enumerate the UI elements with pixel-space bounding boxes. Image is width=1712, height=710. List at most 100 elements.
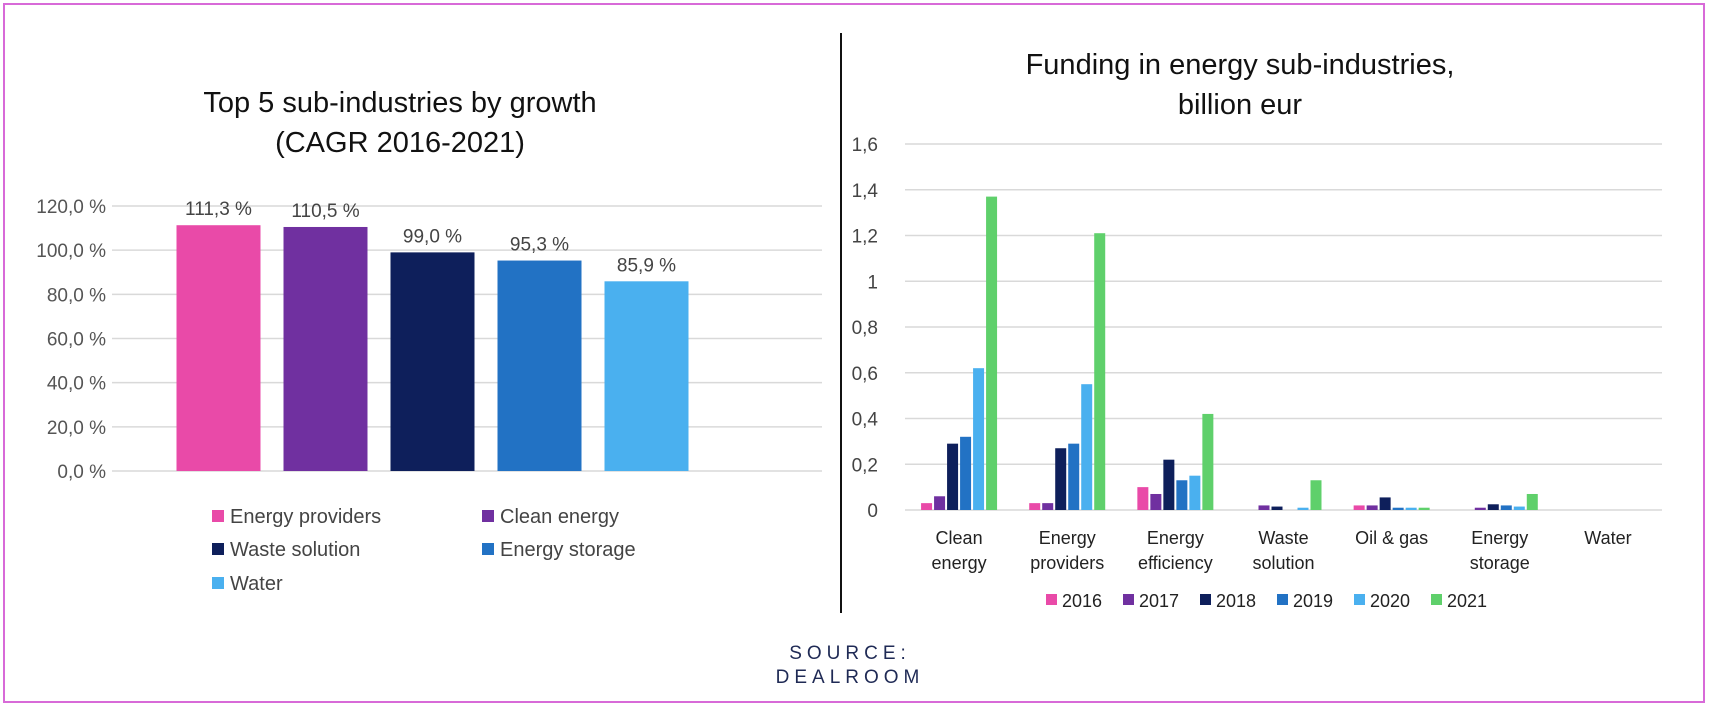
data-label: 95,3 % — [510, 235, 569, 256]
legend-swatch — [1354, 594, 1365, 605]
legend-swatch — [1277, 594, 1288, 605]
left-chart-title-line2: (CAGR 2016-2021) — [275, 127, 525, 159]
figure-frame — [3, 3, 1705, 703]
y-tick-label: 20,0 % — [47, 418, 106, 439]
legend-swatch — [1200, 594, 1211, 605]
bar-2016 — [1353, 505, 1365, 510]
legend-swatch — [212, 510, 224, 522]
bar-2018 — [1487, 504, 1499, 510]
bar-2020 — [1513, 506, 1525, 510]
bar-2018 — [1379, 497, 1391, 510]
bar-2016 — [1137, 487, 1149, 510]
right-chart-title-line2: billion eur — [1177, 89, 1303, 121]
legend-label: Energy storage — [500, 539, 636, 561]
bar-2021 — [1094, 233, 1106, 510]
y-tick-label: 1,4 — [852, 181, 879, 202]
y-tick-label: 100,0 % — [36, 241, 106, 262]
legend-label: Energy providers — [230, 506, 381, 528]
left-chart-title: Top 5 sub-industries by growth (CAGR 201… — [120, 83, 680, 163]
bar-energy-providers — [176, 225, 261, 471]
x-tick-label: solution — [1252, 553, 1314, 573]
y-tick-label: 1 — [867, 272, 878, 293]
legend-swatch — [212, 577, 224, 589]
data-label: 110,5 % — [291, 201, 359, 222]
data-label: 111,3 % — [185, 199, 252, 220]
bar-2020 — [1189, 475, 1201, 510]
x-tick-label: Energy — [1471, 528, 1528, 548]
y-tick-label: 0 — [867, 501, 878, 522]
bar-2019 — [1392, 507, 1404, 510]
bar-2018 — [1271, 506, 1283, 510]
x-tick-label: Oil & gas — [1355, 528, 1428, 548]
bar-2016 — [921, 503, 933, 510]
bar-2017 — [1150, 493, 1162, 510]
bar-2017 — [1474, 507, 1486, 510]
legend-label: 2017 — [1139, 591, 1179, 611]
legend-label: 2016 — [1062, 591, 1102, 611]
data-label: 85,9 % — [617, 255, 676, 276]
legend-label: 2019 — [1293, 591, 1333, 611]
x-tick-label: storage — [1470, 553, 1530, 573]
bar-2020 — [1081, 384, 1093, 510]
cagr-bar-chart: 0,0 % 20,0 % 40,0 % 60,0 % 80,0 % 100,0 % 120,… — [36, 197, 822, 595]
legend-swatch — [212, 543, 224, 555]
bar-2019 — [1068, 443, 1080, 510]
y-tick-label: 0,6 — [852, 364, 878, 385]
data-label: 99,0 % — [403, 226, 462, 247]
bar-clean-energy — [283, 226, 368, 471]
y-tick-label: 60,0 % — [47, 330, 106, 351]
y-tick-label: 0,4 — [852, 410, 879, 431]
bar-2020 — [973, 368, 985, 510]
legend-swatch — [1046, 594, 1057, 605]
bar-2020 — [1297, 507, 1309, 510]
y-tick-label: 120,0 % — [36, 197, 106, 218]
bar-2019 — [1500, 505, 1512, 510]
bar-2018 — [1055, 448, 1067, 510]
bar-2017 — [1258, 505, 1270, 510]
legend-label: Water — [230, 573, 283, 595]
right-chart-title: Funding in energy sub-industries, billio… — [980, 45, 1500, 125]
x-tick-label: Energy — [1147, 528, 1204, 548]
y-tick-label: 40,0 % — [47, 374, 106, 395]
legend-swatch — [482, 543, 494, 555]
bar-2019 — [1176, 480, 1188, 510]
bar-2020 — [1405, 507, 1417, 510]
y-tick-label: 1,6 — [852, 135, 878, 156]
funding-bar-chart: 0 0,2 0,4 0,6 0,8 1 1,2 1,4 1,6 Clean energy Energy… — [852, 135, 1662, 611]
y-tick-label: 1,2 — [852, 227, 878, 248]
x-tick-label: Clean — [936, 528, 983, 548]
bar-2018 — [947, 443, 959, 510]
bar-2016 — [1029, 503, 1041, 510]
x-tick-label: efficiency — [1138, 553, 1213, 573]
x-tick-label: energy — [932, 553, 987, 573]
bar-waste-solution — [390, 252, 475, 471]
x-tick-label: Waste — [1258, 528, 1308, 548]
bar-2021 — [1202, 413, 1214, 510]
legend-label: Clean energy — [500, 506, 619, 528]
bar-water — [604, 281, 689, 471]
bar-2021 — [986, 196, 998, 511]
bar-2019 — [960, 436, 972, 510]
x-tick-label: Energy — [1039, 528, 1096, 548]
source-label: SOURCE: — [789, 643, 911, 664]
legend-label: 2018 — [1216, 591, 1256, 611]
legend-swatch — [1431, 594, 1442, 605]
bar-2017 — [1042, 503, 1054, 510]
left-chart-title-line1: Top 5 sub-industries by growth — [203, 87, 597, 119]
y-tick-label: 0,8 — [852, 318, 878, 339]
legend-swatch — [1123, 594, 1134, 605]
y-tick-label: 0,2 — [852, 455, 878, 476]
panel-divider — [840, 33, 842, 613]
y-tick-label: 0,0 % — [57, 462, 106, 483]
bar-2017 — [1366, 505, 1378, 510]
legend-label: 2021 — [1447, 591, 1487, 611]
source-name: DEALROOM — [775, 667, 925, 688]
source-note: SOURCE: DEALROOM — [700, 642, 1000, 690]
legend-label: Waste solution — [230, 539, 360, 561]
bar-2021 — [1418, 507, 1430, 510]
bar-2021 — [1526, 493, 1538, 510]
x-tick-label: Water — [1584, 528, 1631, 548]
bar-2017 — [934, 496, 946, 510]
y-tick-label: 80,0 % — [47, 285, 106, 306]
legend-swatch — [482, 510, 494, 522]
